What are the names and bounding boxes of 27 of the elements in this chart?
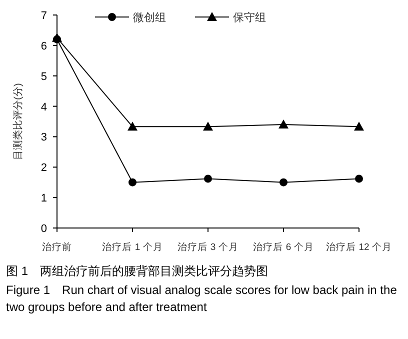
xtick: 治疗后 3 个月 [178, 242, 238, 253]
point [280, 178, 288, 186]
ytick: 2 [40, 162, 47, 174]
xtick: 治疗后 1 个月 [102, 242, 163, 253]
ytick: 4 [40, 101, 47, 114]
xtick: 治疗后 12 个月 [326, 242, 392, 253]
point [204, 174, 212, 183]
point [128, 122, 138, 131]
title: 图 1 两组治疗前后的腰背部目测类比评分趋势图 [6, 264, 268, 278]
ylabel: 目测类比评分(分) [13, 83, 24, 160]
point [278, 120, 288, 129]
point [355, 174, 363, 183]
ytick: 7 [40, 10, 47, 22]
point [53, 35, 61, 44]
ytick: 3 [40, 132, 47, 144]
point [128, 178, 136, 186]
ytick: 5 [40, 70, 47, 83]
legend-label: 微创组 [133, 12, 166, 24]
ytick: 1 [40, 192, 47, 205]
xtick: 治疗前 [42, 242, 72, 253]
ytick: 0 [40, 223, 47, 235]
xtick: 治疗后 6 个月 [253, 242, 314, 253]
point [203, 122, 213, 131]
point [354, 122, 364, 131]
subtitle: Figure 1 Run chart of visual analog scale scores for low back pain in the two groups before and after treatment [6, 282, 398, 316]
legend-label: 保守组 [233, 11, 266, 24]
ytick: 6 [40, 40, 47, 52]
